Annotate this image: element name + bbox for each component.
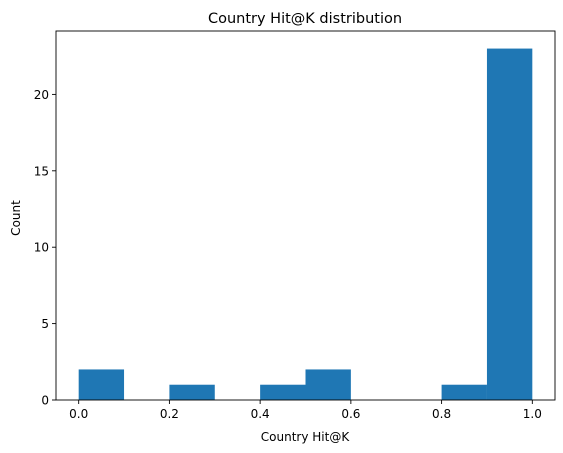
x-axis-ticks: 0.0 0.2 0.4 0.6 0.8 1.0 — [69, 400, 542, 421]
histogram-bar-0 — [78, 369, 125, 400]
y-tick-label-3: 15 — [34, 164, 49, 178]
plot-frame — [55, 30, 556, 401]
x-tick-label-3: 0.6 — [341, 407, 360, 421]
x-tick-label-4: 0.8 — [432, 407, 451, 421]
histogram-bar-4 — [260, 384, 306, 400]
x-axis-label: Country Hit@K — [261, 430, 351, 444]
y-tick-label-1: 5 — [41, 317, 49, 331]
y-axis-ticks: 0 5 10 15 20 — [34, 88, 56, 408]
bars-group — [78, 48, 533, 400]
y-tick-label-0: 0 — [41, 394, 49, 408]
x-tick-label-5: 1.0 — [523, 407, 542, 421]
histogram-bar-8 — [441, 384, 487, 400]
chart-title: Country Hit@K distribution — [208, 11, 402, 27]
y-tick-label-4: 20 — [34, 88, 49, 102]
x-tick-label-0: 0.0 — [69, 407, 88, 421]
histogram-bar-5 — [305, 369, 351, 400]
x-tick-label-1: 0.2 — [160, 407, 179, 421]
y-axis-label: Count — [9, 200, 23, 236]
y-tick-label-2: 10 — [34, 241, 49, 255]
histogram-bar-2 — [169, 384, 215, 400]
x-tick-label-2: 0.4 — [251, 407, 270, 421]
histogram-bar-9 — [486, 48, 533, 400]
